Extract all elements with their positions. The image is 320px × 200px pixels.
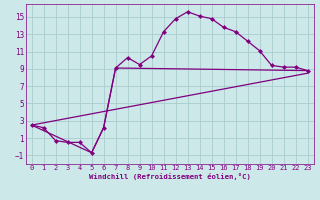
X-axis label: Windchill (Refroidissement éolien,°C): Windchill (Refroidissement éolien,°C)	[89, 173, 251, 180]
